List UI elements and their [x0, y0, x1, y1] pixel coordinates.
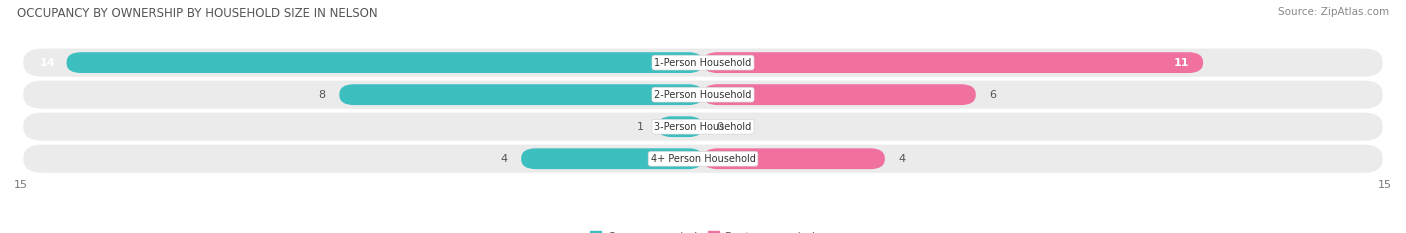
FancyBboxPatch shape: [339, 84, 703, 105]
Text: 2-Person Household: 2-Person Household: [654, 90, 752, 100]
FancyBboxPatch shape: [658, 116, 703, 137]
FancyBboxPatch shape: [24, 113, 1382, 141]
Text: Source: ZipAtlas.com: Source: ZipAtlas.com: [1278, 7, 1389, 17]
FancyBboxPatch shape: [703, 148, 884, 169]
Text: 4: 4: [501, 154, 508, 164]
Text: OCCUPANCY BY OWNERSHIP BY HOUSEHOLD SIZE IN NELSON: OCCUPANCY BY OWNERSHIP BY HOUSEHOLD SIZE…: [17, 7, 377, 20]
Text: 0: 0: [717, 122, 724, 132]
Text: 8: 8: [319, 90, 326, 100]
FancyBboxPatch shape: [522, 148, 703, 169]
FancyBboxPatch shape: [24, 81, 1382, 109]
FancyBboxPatch shape: [24, 145, 1382, 173]
Legend: Owner-occupied, Renter-occupied: Owner-occupied, Renter-occupied: [586, 227, 820, 233]
Text: 4+ Person Household: 4+ Person Household: [651, 154, 755, 164]
FancyBboxPatch shape: [703, 84, 976, 105]
Text: 6: 6: [990, 90, 997, 100]
Text: 3-Person Household: 3-Person Household: [654, 122, 752, 132]
FancyBboxPatch shape: [24, 48, 1382, 77]
Text: 11: 11: [1174, 58, 1189, 68]
FancyBboxPatch shape: [66, 52, 703, 73]
FancyBboxPatch shape: [703, 52, 1204, 73]
Text: 14: 14: [39, 58, 55, 68]
Text: 1-Person Household: 1-Person Household: [654, 58, 752, 68]
Text: 4: 4: [898, 154, 905, 164]
Text: 1: 1: [637, 122, 644, 132]
